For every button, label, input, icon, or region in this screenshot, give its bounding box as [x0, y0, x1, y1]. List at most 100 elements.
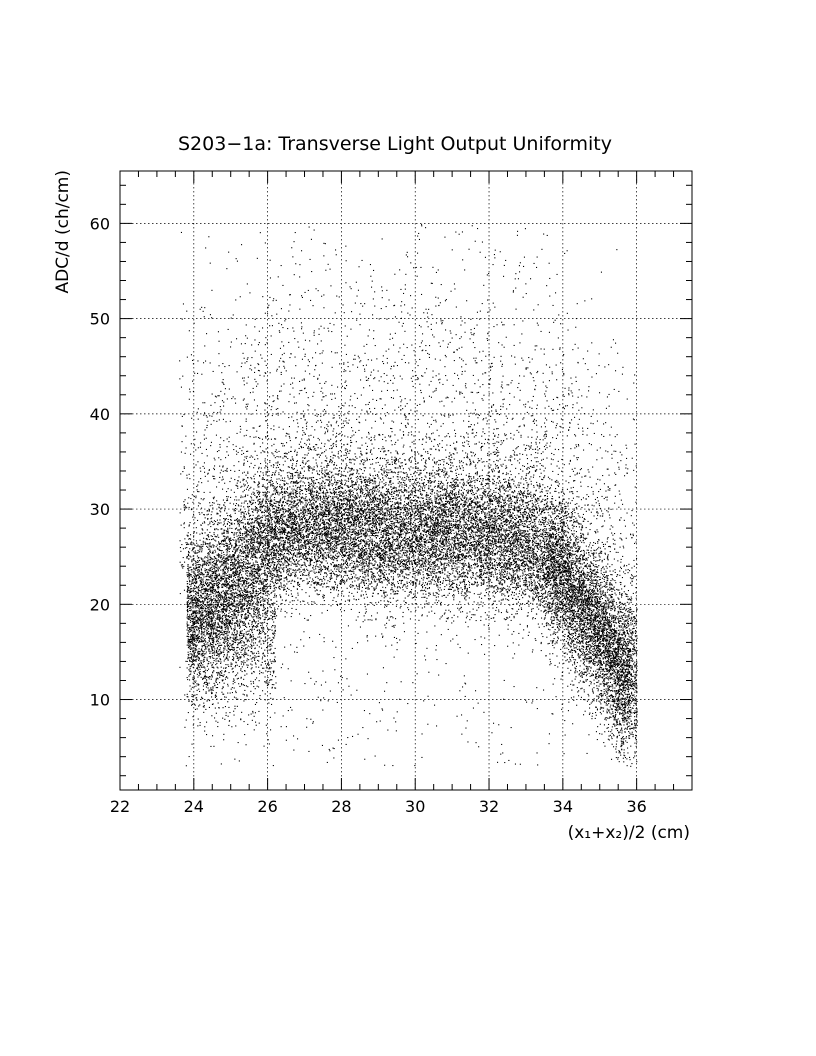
data-point: [233, 606, 235, 608]
data-point: [199, 672, 201, 674]
data-point: [307, 489, 309, 491]
data-point: [539, 571, 541, 573]
data-point: [304, 477, 306, 479]
data-point: [259, 498, 261, 500]
data-point: [503, 544, 505, 546]
data-point: [360, 555, 362, 557]
data-point: [206, 665, 208, 667]
data-point: [589, 707, 591, 709]
data-point: [217, 602, 219, 604]
data-point: [461, 589, 463, 591]
data-point: [335, 492, 337, 494]
data-point: [636, 712, 638, 714]
data-point: [571, 587, 573, 589]
data-point: [635, 630, 637, 632]
data-point: [507, 628, 509, 630]
data-point: [595, 706, 597, 708]
data-point: [203, 316, 205, 318]
data-point: [417, 545, 419, 547]
data-point: [369, 385, 371, 387]
data-point: [448, 541, 450, 543]
data-point: [394, 472, 396, 474]
data-point: [323, 533, 325, 535]
data-point: [226, 574, 228, 576]
data-point: [617, 723, 619, 725]
data-point: [559, 592, 561, 594]
data-point: [243, 516, 245, 518]
data-point: [196, 489, 198, 491]
data-point: [475, 620, 477, 622]
data-point: [338, 530, 340, 532]
data-point: [268, 569, 270, 571]
data-point: [297, 592, 299, 594]
data-point: [624, 624, 626, 626]
data-point: [573, 533, 575, 535]
data-point: [511, 591, 513, 593]
data-point: [293, 468, 295, 470]
data-point: [533, 534, 535, 536]
data-point: [391, 541, 393, 543]
data-point: [239, 565, 241, 567]
data-point: [591, 582, 593, 584]
data-point: [460, 498, 462, 500]
data-point: [247, 471, 249, 473]
data-point: [229, 597, 231, 599]
data-point: [336, 494, 338, 496]
data-point: [617, 704, 619, 706]
data-point: [215, 562, 217, 564]
data-point: [277, 408, 279, 410]
data-point: [258, 494, 260, 496]
data-point: [492, 549, 494, 551]
data-point: [629, 699, 631, 701]
data-point: [191, 559, 193, 561]
data-point: [182, 557, 184, 559]
data-point: [385, 507, 387, 509]
data-point: [612, 538, 614, 540]
data-point: [632, 707, 634, 709]
data-point: [257, 650, 259, 652]
data-point: [425, 593, 427, 595]
data-point: [193, 677, 195, 679]
data-point: [361, 567, 363, 569]
data-point: [607, 678, 609, 680]
data-point: [565, 510, 567, 512]
data-point: [509, 550, 511, 552]
data-point: [232, 557, 234, 559]
data-point: [520, 534, 522, 536]
data-point: [347, 536, 349, 538]
data-point: [331, 331, 333, 333]
data-point: [482, 384, 484, 386]
data-point: [267, 599, 269, 601]
data-point: [488, 485, 490, 487]
data-point: [522, 502, 524, 504]
data-point: [241, 566, 243, 568]
data-point: [540, 568, 542, 570]
data-point: [435, 461, 437, 463]
data-point: [373, 564, 375, 566]
data-point: [179, 561, 181, 563]
data-point: [280, 373, 282, 375]
data-point: [570, 560, 572, 562]
data-point: [358, 545, 360, 547]
data-point: [282, 567, 284, 569]
data-point: [302, 332, 304, 334]
data-point: [462, 469, 464, 471]
data-point: [238, 654, 240, 656]
data-point: [470, 493, 472, 495]
data-point: [227, 685, 229, 687]
data-point: [433, 536, 435, 538]
data-point: [333, 748, 335, 750]
data-point: [314, 537, 316, 539]
data-point: [538, 523, 540, 525]
data-point: [603, 674, 605, 676]
data-point: [195, 659, 197, 661]
data-point: [388, 564, 390, 566]
data-point: [197, 589, 199, 591]
data-point: [188, 473, 190, 475]
data-point: [258, 557, 260, 559]
data-point: [411, 450, 413, 452]
data-point: [412, 581, 414, 583]
data-point: [221, 479, 223, 481]
data-point: [362, 576, 364, 578]
data-point: [271, 703, 273, 705]
